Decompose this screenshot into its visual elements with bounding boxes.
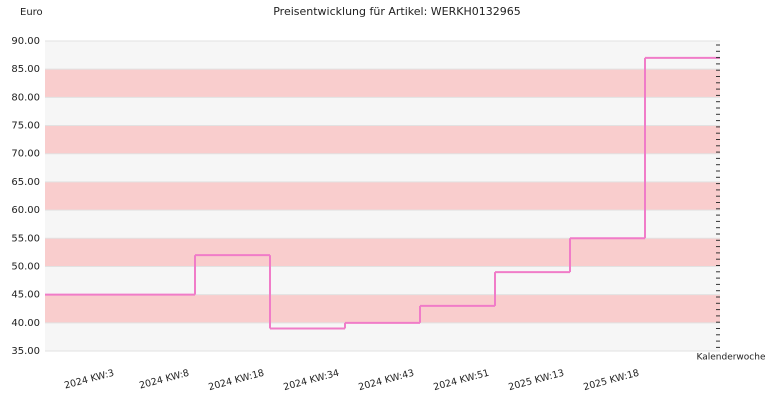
y-tick-label: 75.00 xyxy=(11,121,40,132)
x-tick-label: 2024 KW:43 xyxy=(357,368,415,393)
y-tick-label: 35.00 xyxy=(11,346,40,357)
x-tick-label: 2024 KW:3 xyxy=(63,368,115,392)
y-axis-label: Euro xyxy=(20,7,43,18)
y-tick-label: 90.00 xyxy=(11,36,40,47)
y-tick-label: 85.00 xyxy=(11,64,40,75)
band xyxy=(45,210,720,239)
band xyxy=(45,125,720,154)
y-tick-label: 65.00 xyxy=(11,177,40,188)
y-tick-label: 70.00 xyxy=(11,149,40,160)
x-tick-label: 2024 KW:8 xyxy=(138,368,190,392)
x-tick-label: 2024 KW:51 xyxy=(432,368,490,393)
y-tick-label: 60.00 xyxy=(11,205,40,216)
band xyxy=(45,322,720,351)
band xyxy=(45,266,720,295)
x-tick-label: 2025 KW:18 xyxy=(582,368,640,393)
x-tick-label: 2024 KW:18 xyxy=(207,368,265,393)
y-tick-label: 50.00 xyxy=(11,261,40,272)
band xyxy=(45,97,720,126)
chart-title: Preisentwicklung für Artikel: WERKH01329… xyxy=(273,5,521,18)
band xyxy=(45,238,720,267)
y-tick-label: 55.00 xyxy=(11,233,40,244)
x-tick-label: 2024 KW:34 xyxy=(282,368,340,393)
y-tick-label: 40.00 xyxy=(11,318,40,329)
x-tick-label: 2025 KW:13 xyxy=(507,368,565,393)
band xyxy=(45,41,720,70)
y-tick-label: 45.00 xyxy=(11,290,40,301)
band xyxy=(45,181,720,211)
band xyxy=(45,153,720,182)
band xyxy=(45,69,720,98)
band xyxy=(45,294,720,323)
y-tick-label: 80.00 xyxy=(11,92,40,103)
x-axis-label: Kalenderwoche xyxy=(696,353,765,363)
